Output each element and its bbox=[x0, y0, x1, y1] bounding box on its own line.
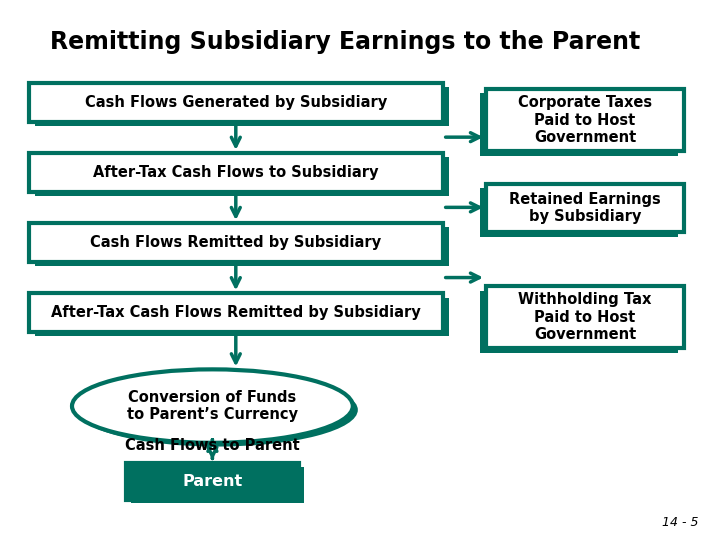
Text: Corporate Taxes
Paid to Host
Government: Corporate Taxes Paid to Host Government bbox=[518, 95, 652, 145]
FancyBboxPatch shape bbox=[35, 298, 449, 336]
Text: Cash Flows to Parent: Cash Flows to Parent bbox=[125, 438, 300, 453]
FancyBboxPatch shape bbox=[480, 291, 678, 353]
Text: Remitting Subsidiary Earnings to the Parent: Remitting Subsidiary Earnings to the Par… bbox=[50, 30, 641, 53]
FancyBboxPatch shape bbox=[480, 93, 678, 156]
FancyBboxPatch shape bbox=[131, 467, 304, 503]
Ellipse shape bbox=[72, 369, 353, 443]
FancyBboxPatch shape bbox=[29, 293, 443, 332]
Text: Parent: Parent bbox=[182, 474, 243, 489]
FancyBboxPatch shape bbox=[126, 463, 299, 500]
FancyBboxPatch shape bbox=[35, 87, 449, 126]
FancyBboxPatch shape bbox=[486, 184, 684, 232]
FancyBboxPatch shape bbox=[35, 157, 449, 196]
Text: Withholding Tax
Paid to Host
Government: Withholding Tax Paid to Host Government bbox=[518, 292, 652, 342]
FancyBboxPatch shape bbox=[29, 153, 443, 192]
Text: Conversion of Funds
to Parent’s Currency: Conversion of Funds to Parent’s Currency bbox=[127, 390, 298, 422]
FancyBboxPatch shape bbox=[29, 83, 443, 122]
Text: Cash Flows Generated by Subsidiary: Cash Flows Generated by Subsidiary bbox=[85, 94, 387, 110]
FancyBboxPatch shape bbox=[480, 188, 678, 237]
Text: 14 - 5: 14 - 5 bbox=[662, 516, 698, 529]
FancyBboxPatch shape bbox=[486, 286, 684, 348]
Ellipse shape bbox=[77, 373, 358, 447]
FancyBboxPatch shape bbox=[35, 227, 449, 266]
Text: After-Tax Cash Flows Remitted by Subsidiary: After-Tax Cash Flows Remitted by Subsidi… bbox=[51, 305, 420, 320]
FancyBboxPatch shape bbox=[29, 223, 443, 262]
FancyBboxPatch shape bbox=[486, 89, 684, 151]
Text: Cash Flows Remitted by Subsidiary: Cash Flows Remitted by Subsidiary bbox=[90, 235, 382, 250]
Text: After-Tax Cash Flows to Subsidiary: After-Tax Cash Flows to Subsidiary bbox=[93, 165, 379, 180]
Text: Retained Earnings
by Subsidiary: Retained Earnings by Subsidiary bbox=[509, 192, 661, 224]
